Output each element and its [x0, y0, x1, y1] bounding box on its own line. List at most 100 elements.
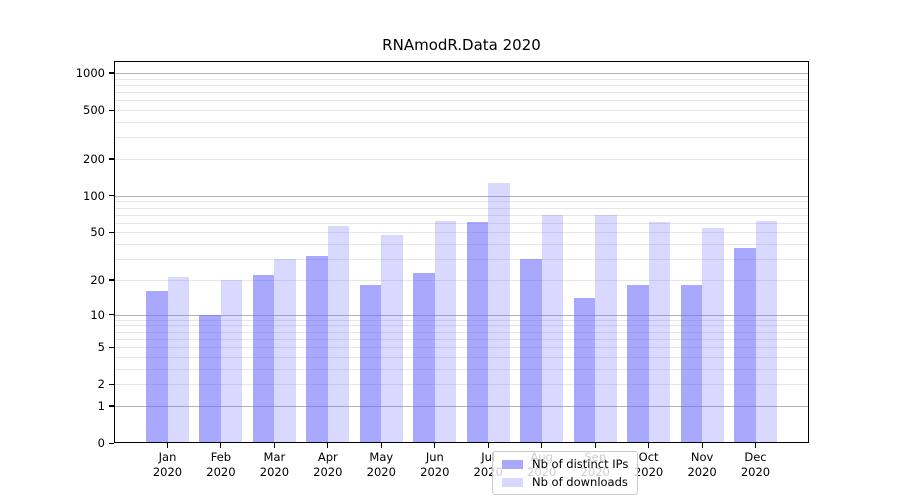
- y-tick-label-1000: 1000: [75, 65, 105, 80]
- y-tick-mark-20: [109, 279, 114, 281]
- x-tick-label-may: May 2020: [366, 450, 396, 479]
- gridline-y-20: [114, 279, 809, 281]
- x-tick-label-apr: Apr 2020: [313, 450, 343, 479]
- x-tick-mark-mar: [273, 443, 275, 448]
- bar-downloads-apr: [327, 225, 350, 443]
- bar-downloads-sep: [595, 214, 617, 443]
- y-tick-mark-200: [109, 158, 114, 160]
- y-tick-mark-2: [109, 383, 114, 385]
- bar-downloads-oct: [648, 221, 671, 443]
- gridline-y-70: [114, 214, 809, 216]
- legend-item-distinct-ips: Nb of distinct IPs: [502, 457, 628, 471]
- bar-downloads-may: [381, 234, 403, 443]
- y-tick-mark-10: [109, 314, 114, 316]
- gridline-y-5: [114, 347, 809, 348]
- bar-distinct-ips-sep: [573, 297, 596, 443]
- gridline-y-400: [114, 121, 809, 123]
- x-tick-mark-jan: [166, 443, 169, 448]
- gridline-y-800: [114, 84, 809, 86]
- chart-title: RNAmodR.Data 2020: [382, 36, 541, 54]
- gridline-y-60: [114, 222, 809, 224]
- gridline-y-90: [114, 201, 809, 203]
- gridline-y-40: [114, 244, 809, 246]
- bar-distinct-ips-feb: [199, 314, 221, 443]
- y-tick-label-1: 1: [97, 398, 105, 413]
- bar-distinct-ips-may: [359, 285, 382, 443]
- bar-downloads-nov: [702, 228, 724, 443]
- gridline-y-1: [114, 405, 809, 407]
- gridline-y-1000: [114, 72, 809, 74]
- y-tick-mark-1: [109, 405, 114, 407]
- legend-label-distinct-ips: Nb of distinct IPs: [532, 457, 629, 471]
- x-tick-mark-feb: [220, 443, 222, 448]
- bar-downloads-mar: [274, 259, 296, 443]
- y-tick-label-5: 5: [97, 340, 105, 354]
- gridline-y-50: [114, 232, 809, 234]
- bar-distinct-ips-jul: [466, 221, 489, 443]
- gridline-y-900: [114, 78, 809, 80]
- gridline-y-300: [114, 137, 809, 139]
- bar-distinct-ips-nov: [680, 285, 703, 443]
- x-tick-mark-sep: [594, 443, 596, 448]
- bar-distinct-ips-apr: [306, 255, 328, 443]
- x-tick-label-jun: Jun 2020: [420, 450, 450, 479]
- gridline-y-600: [114, 100, 809, 102]
- gridline-y-100: [114, 195, 809, 197]
- bar-layer: [114, 61, 809, 443]
- gridline-y-6: [114, 338, 809, 340]
- x-tick-mark-may: [380, 443, 382, 448]
- y-tick-label-100: 100: [83, 188, 105, 203]
- bar-downloads-feb: [220, 279, 243, 443]
- bar-downloads-jun: [434, 221, 457, 443]
- bar-distinct-ips-aug: [520, 259, 542, 443]
- x-tick-mark-dec: [754, 443, 757, 448]
- bar-downloads-aug: [541, 214, 564, 443]
- bar-distinct-ips-oct: [627, 285, 649, 443]
- legend: Nb of distinct IPs Nb of downloads: [492, 451, 639, 495]
- x-tick-mark-nov: [701, 443, 703, 448]
- gridline-y-80: [114, 207, 809, 209]
- plot-area: Nb of distinct IPs Nb of downloads: [114, 61, 809, 495]
- legend-swatch-distinct-ips: [502, 459, 523, 469]
- gridline-y-200: [114, 158, 809, 160]
- y-tick-label-0: 0: [97, 436, 105, 450]
- bar-downloads-jan: [167, 277, 189, 443]
- y-tick-label-50: 50: [90, 225, 105, 240]
- x-tick-mark-jul: [487, 443, 489, 448]
- y-tick-mark-100: [109, 195, 114, 197]
- legend-item-downloads: Nb of downloads: [502, 475, 628, 489]
- gridline-y-3: [114, 368, 809, 370]
- bar-distinct-ips-dec: [734, 248, 756, 443]
- bar-distinct-ips-mar: [252, 275, 275, 443]
- x-tick-label-feb: Feb 2020: [206, 450, 236, 479]
- grid-layer: [114, 61, 809, 443]
- gridline-y-10: [114, 314, 809, 316]
- gridline-y-500: [114, 110, 809, 111]
- x-tick-label-mar: Mar 2020: [259, 450, 290, 479]
- bar-downloads-dec: [755, 221, 777, 443]
- x-tick-label-jan: Jan 2020: [152, 450, 183, 479]
- y-tick-label-200: 200: [83, 151, 105, 166]
- y-tick-label-20: 20: [90, 272, 105, 287]
- y-tick-label-10: 10: [90, 307, 105, 322]
- bar-downloads-jul: [488, 182, 510, 443]
- gridline-y-4: [114, 356, 809, 358]
- y-tick-mark-50: [109, 231, 114, 234]
- gridline-y-8: [114, 325, 809, 327]
- y-tick-mark-5: [109, 346, 114, 348]
- x-tick-label-oct: Oct 2020: [633, 450, 664, 479]
- bar-distinct-ips-jan: [146, 291, 168, 443]
- y-tick-mark-1000: [109, 72, 114, 74]
- y-tick-label-2: 2: [97, 377, 105, 392]
- gridline-y-9: [114, 319, 809, 321]
- gridline-y-2: [114, 384, 809, 386]
- y-tick-label-500: 500: [83, 103, 105, 117]
- x-tick-mark-oct: [648, 443, 650, 448]
- gridline-y-30: [114, 259, 809, 261]
- legend-label-downloads: Nb of downloads: [532, 475, 628, 489]
- bar-distinct-ips-jun: [413, 272, 435, 443]
- legend-swatch-downloads: [502, 477, 523, 487]
- gridline-y-7: [114, 331, 809, 333]
- gridline-y-700: [114, 92, 809, 93]
